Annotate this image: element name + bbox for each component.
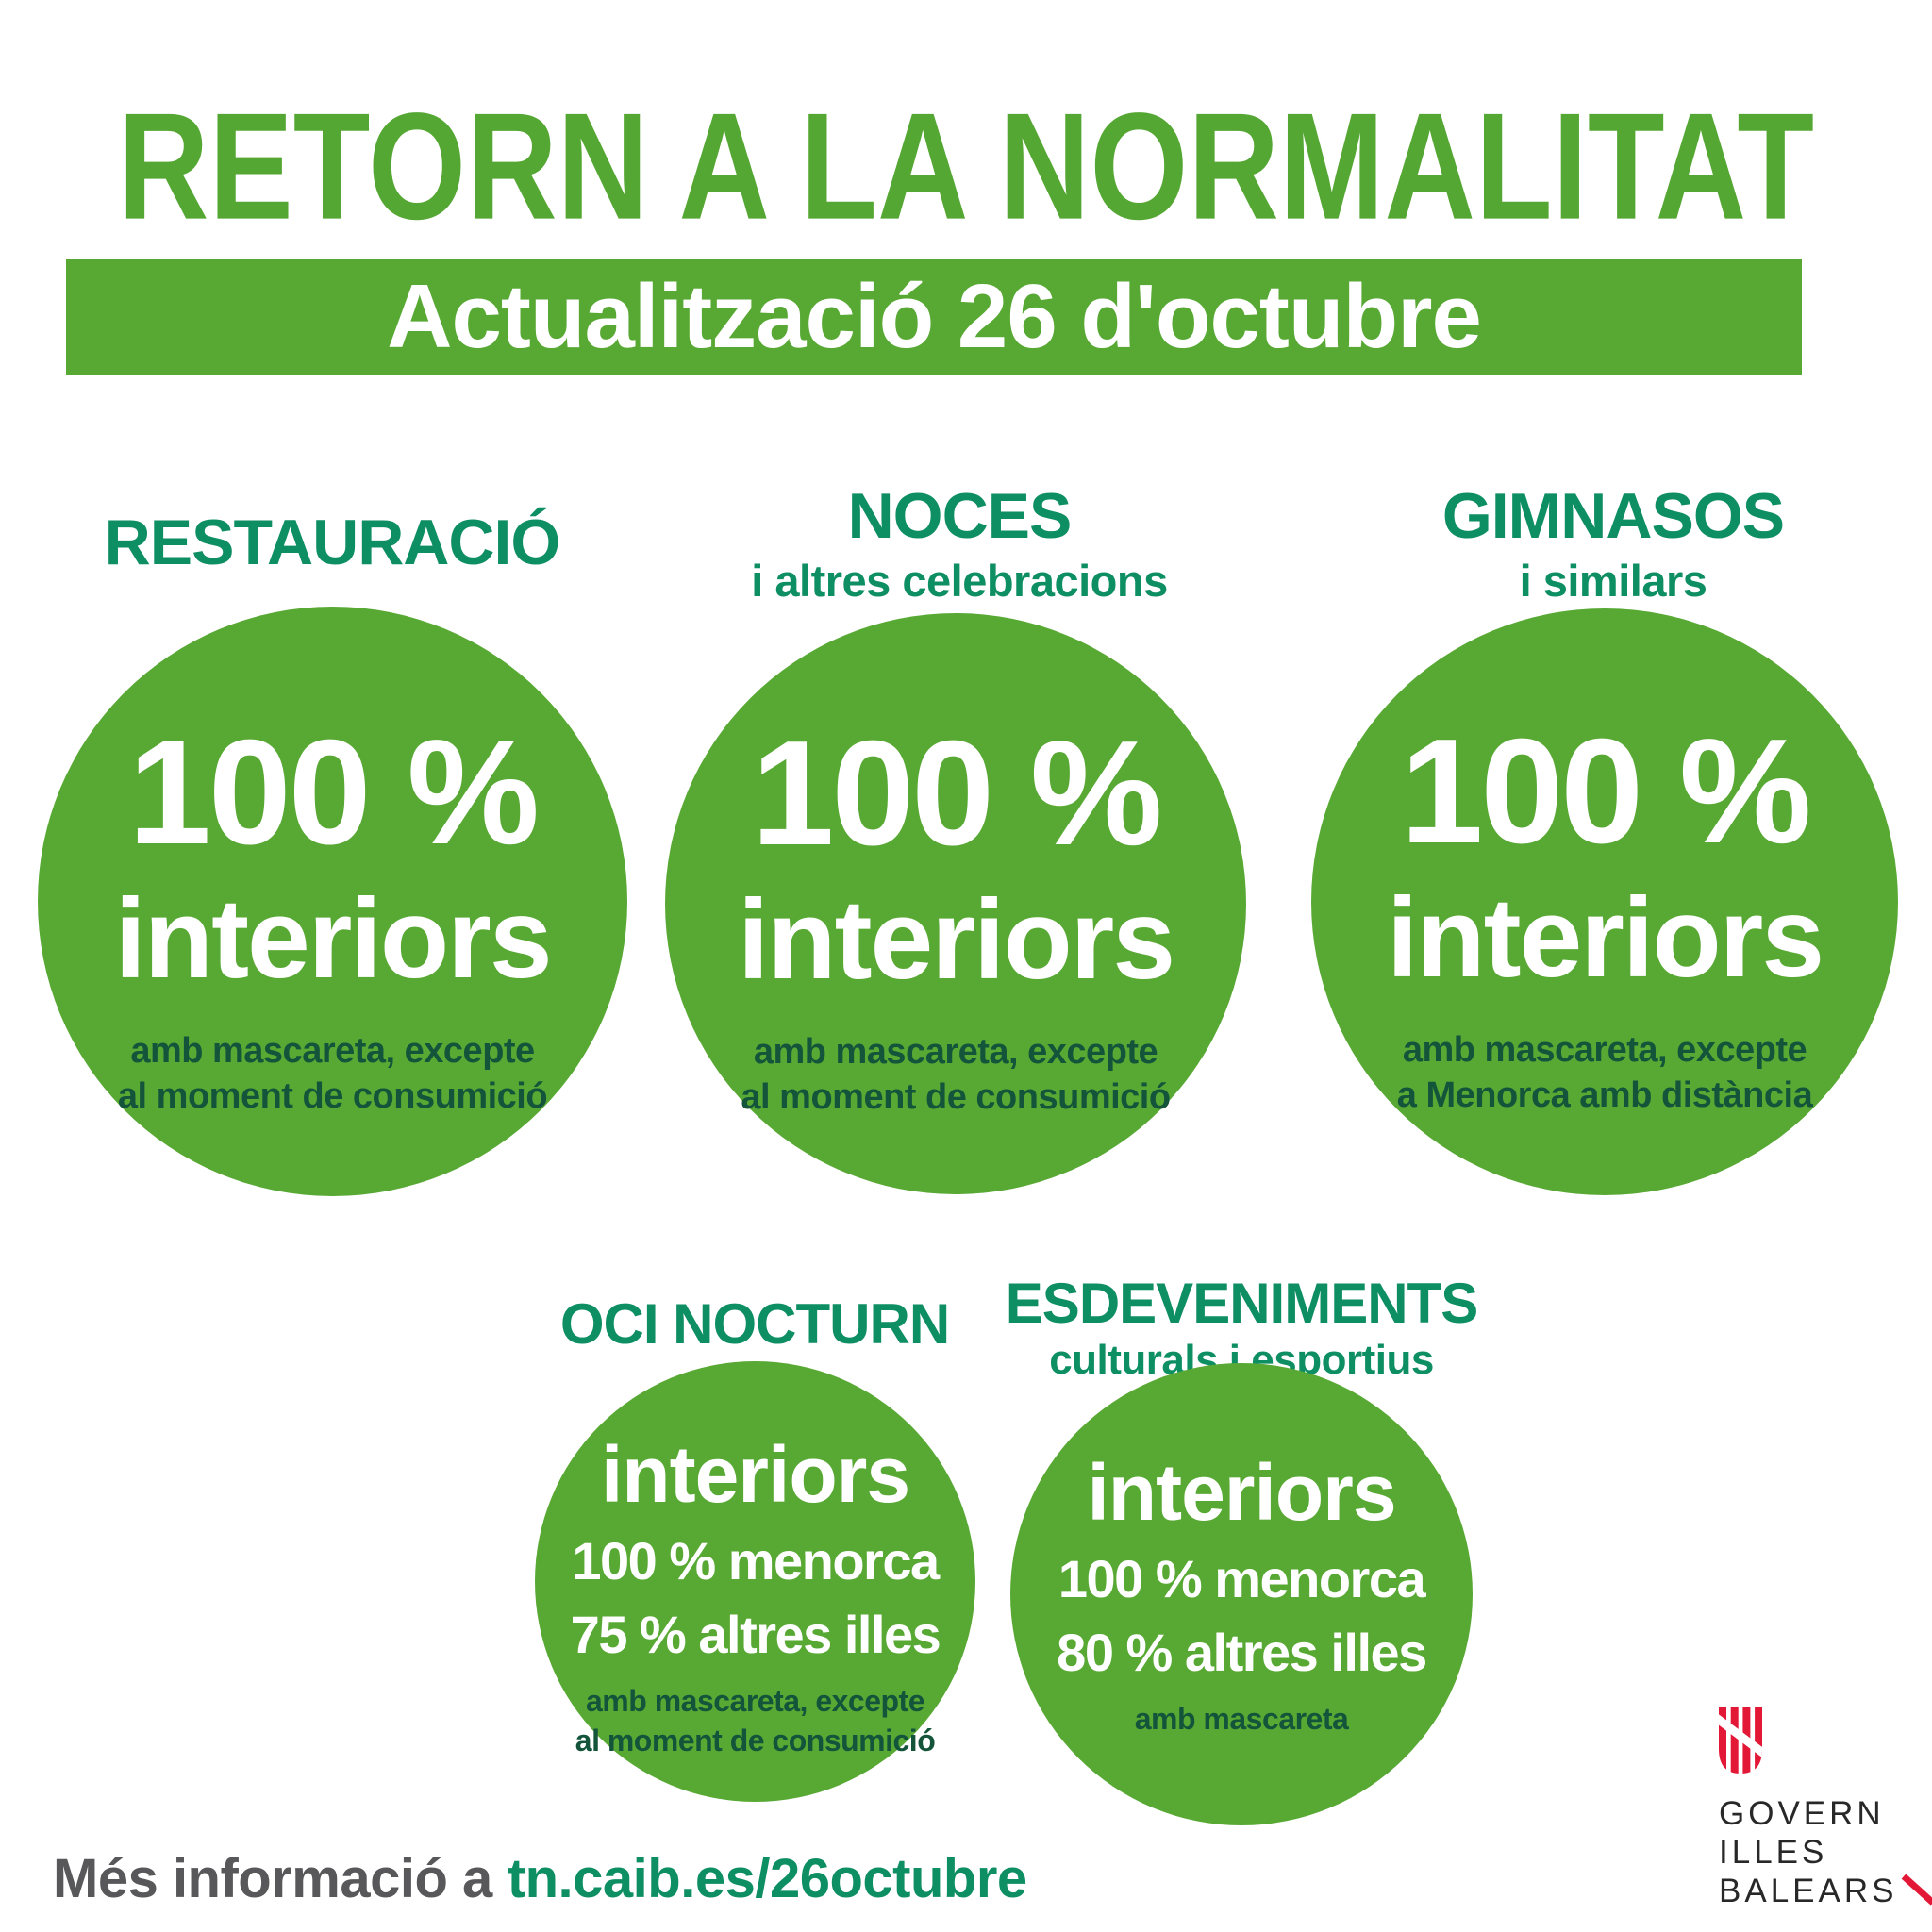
section-header-gimnasos: GIMNASOS i similars	[1330, 480, 1896, 607]
capacity-scope: interiors	[737, 876, 1175, 1003]
update-banner-text: Actualització 26 d'octubre	[387, 266, 1482, 367]
circle-note-line: al moment de consumició	[575, 1723, 936, 1757]
circle-noces: 100 % interiors amb mascareta, excepte a…	[665, 613, 1246, 1194]
more-info-label: Més informació a	[53, 1848, 492, 1909]
circle-note-line: al moment de consumició	[741, 1076, 1171, 1117]
logo-line-illes: ILLES	[1719, 1834, 1828, 1871]
circle-note-line: amb mascareta, excepte	[1402, 1030, 1807, 1070]
circle-oci-nocturn: interiors 100 % menorca 75 % altres ille…	[535, 1361, 975, 1802]
section-title: NOCES	[847, 480, 1073, 552]
red-slash-icon	[1902, 1874, 1932, 1906]
capacity-menorca: 100 % menorca	[1058, 1549, 1426, 1608]
circle-note-line: a Menorca amb distància	[1396, 1074, 1813, 1115]
capacity-scope: interiors	[600, 1430, 910, 1519]
capacity-scope: interiors	[1087, 1448, 1396, 1537]
logo-line-govern: GOVERN	[1719, 1795, 1885, 1832]
circle-note-line: amb mascareta, excepte	[586, 1684, 925, 1718]
logo-balears-text: BALEARS	[1719, 1873, 1898, 1909]
govern-illes-balears-logo: GOVERN ILLES BALEARS	[1719, 1707, 1932, 1910]
capacity-other-islands: 75 % altres illes	[570, 1605, 941, 1664]
circle-note-line: amb mascareta, excepte	[130, 1031, 535, 1071]
capacity-menorca: 100 % menorca	[572, 1531, 940, 1591]
logo-wordmark: GOVERN ILLES BALEARS	[1719, 1794, 1932, 1910]
section-header-noces: NOCES i altres celebracions	[676, 480, 1242, 607]
circle-note: amb mascareta, excepte al moment de cons…	[575, 1682, 936, 1760]
capacity-percentage: 100 %	[751, 710, 1162, 876]
circle-note-line: al moment de consumició	[117, 1075, 548, 1116]
capacity-percentage: 100 %	[127, 709, 540, 875]
capacity-other-islands: 80 % altres illes	[1057, 1623, 1427, 1682]
section-header-oci-nocturn: OCI NOCTURN	[472, 1294, 1038, 1354]
section-title: OCI NOCTURN	[559, 1292, 950, 1356]
circle-note-line: amb mascareta, excepte	[753, 1032, 1158, 1072]
circle-restauracio: 100 % interiors amb mascareta, excepte a…	[38, 607, 627, 1196]
circle-note: amb mascareta, excepte a Menorca amb dis…	[1396, 1028, 1813, 1119]
circle-esdeveniments: interiors 100 % menorca 80 % altres ille…	[1010, 1363, 1473, 1825]
circle-note: amb mascareta, excepte al moment de cons…	[117, 1029, 548, 1120]
circle-note: amb mascareta	[1135, 1700, 1349, 1740]
page-title: RETORN A LA NORMALITAT	[117, 81, 1815, 252]
circle-gimnasos: 100 % interiors amb mascareta, excepte a…	[1311, 608, 1898, 1195]
more-info-footer: Més informació a tn.caib.es/26octubre	[53, 1847, 1027, 1910]
logo-line-balears: BALEARS	[1719, 1872, 1932, 1910]
section-title: ESDEVENIMENTS	[1005, 1272, 1478, 1335]
more-info-url: tn.caib.es/26octubre	[507, 1848, 1027, 1909]
update-banner: Actualització 26 d'octubre	[66, 259, 1802, 375]
capacity-scope: interiors	[114, 875, 552, 1002]
capacity-percentage: 100 %	[1400, 708, 1811, 874]
section-header-restauracio: RESTAURACIÓ	[49, 507, 615, 578]
section-title: GIMNASOS	[1441, 480, 1785, 552]
section-subtitle: i similars	[1519, 556, 1707, 607]
circle-note: amb mascareta, excepte al moment de cons…	[741, 1030, 1171, 1121]
circle-note-line: amb mascareta	[1134, 1702, 1349, 1736]
section-title: RESTAURACIÓ	[104, 507, 561, 578]
balearic-senyera-shield-icon	[1719, 1707, 1762, 1774]
capacity-scope: interiors	[1386, 874, 1824, 1001]
section-header-esdeveniments: ESDEVENIMENTS culturals i esportius	[958, 1274, 1524, 1382]
section-subtitle: i altres celebracions	[751, 556, 1168, 607]
